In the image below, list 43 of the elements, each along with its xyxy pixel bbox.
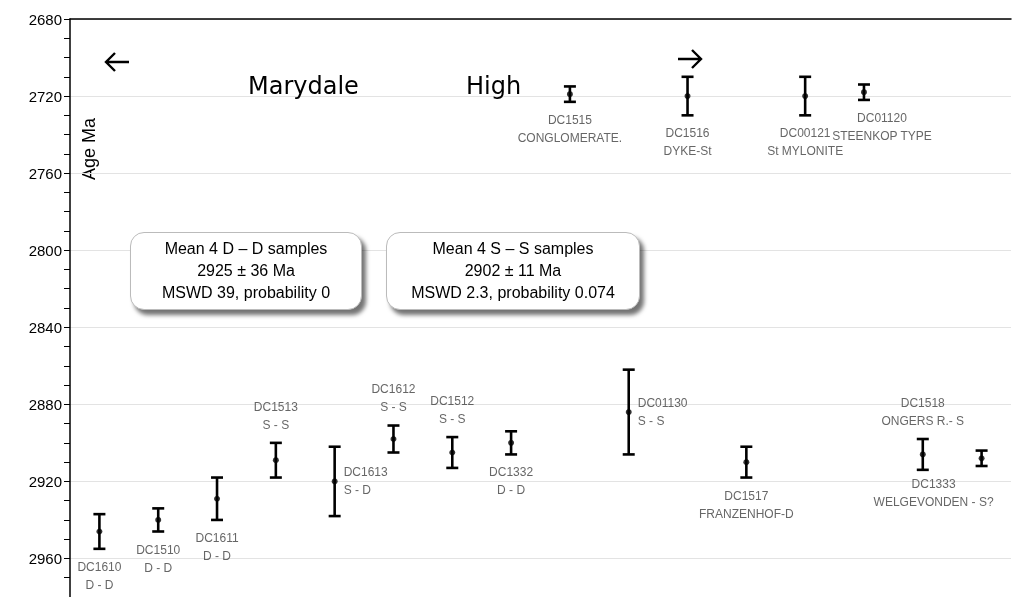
callout-box: Mean 4 D – D samples 2925 ± 36 Ma MSWD 39, probability 0	[130, 232, 362, 310]
data-label: DC01130 S - S	[637, 396, 688, 429]
point	[272, 457, 279, 464]
data-label: DC1333 WELGEVONDEN - S?	[873, 477, 994, 510]
point	[860, 89, 867, 96]
annotation: High	[466, 72, 522, 100]
y-tick-label: 2680	[28, 10, 62, 28]
point	[508, 439, 515, 446]
point	[331, 478, 338, 485]
point	[625, 409, 632, 416]
data-label: DC1613 S - D	[343, 465, 389, 498]
point	[566, 91, 573, 98]
point	[214, 495, 221, 502]
data-label: DC1513 S - S	[253, 399, 299, 432]
data-label: DC01120 STEENKOP TYPE	[832, 110, 932, 143]
y-tick-label: 2840	[28, 318, 62, 336]
data-label: DC1516 DYKE-St	[663, 126, 713, 159]
data-label: DC1515 CONGLOMERATE.	[517, 112, 623, 145]
point	[96, 528, 103, 535]
y-axis-title: Age Ma	[79, 117, 99, 181]
point	[802, 93, 809, 100]
point	[978, 455, 985, 462]
y-tick-label: 2880	[28, 395, 62, 413]
data-label: DC1512 S - S	[430, 394, 475, 427]
callout-box: Mean 4 S – S samples 2902 ± 11 Ma MSWD 2.3, probability 0.074	[386, 232, 640, 310]
y-tick-label: 2800	[28, 241, 62, 259]
y-tick-label: 2920	[28, 472, 62, 490]
data-label: DC1518 ONGERS R.- S	[881, 395, 965, 428]
data-label: DC1612 S - S	[371, 382, 416, 415]
point	[684, 93, 691, 100]
data-label: DC1610 D - D	[77, 559, 122, 592]
annotation: Marydale	[248, 72, 359, 100]
y-tick-label: 2960	[28, 549, 62, 567]
data-label: DC1611 D - D	[195, 531, 239, 564]
data-label: DC1332 D - D	[489, 465, 534, 498]
data-label: DC1517 FRANZENHOF-D	[699, 488, 794, 521]
y-tick-label: 2760	[28, 164, 62, 182]
point	[919, 451, 926, 458]
point	[155, 516, 162, 523]
point	[743, 459, 750, 466]
point	[390, 436, 397, 443]
data-label: DC1510 D - D	[136, 542, 181, 575]
y-tick-label: 2720	[28, 87, 62, 105]
